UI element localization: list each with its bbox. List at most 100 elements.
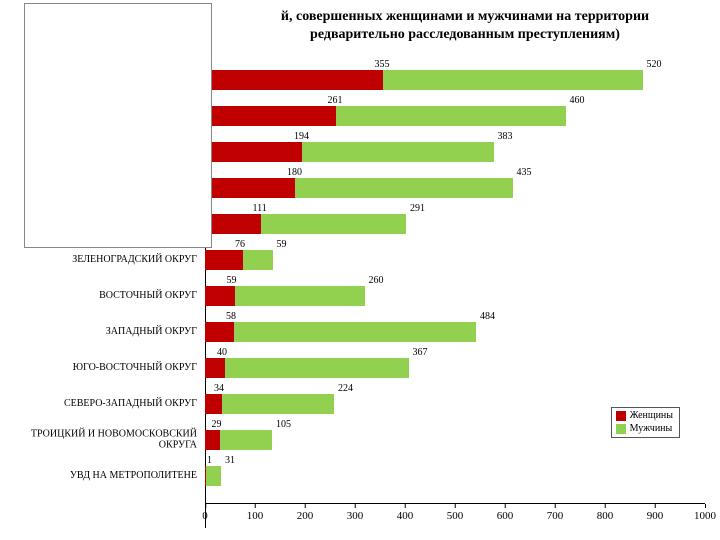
value-label-women: 180 xyxy=(287,167,302,178)
bar-row: 355 520 xyxy=(205,62,705,98)
legend-label: Мужчины xyxy=(630,423,673,436)
legend-item: Мужчины xyxy=(616,423,673,436)
value-label-men: 31 xyxy=(225,455,235,466)
bar-stack xyxy=(205,106,566,126)
x-tick: 700 xyxy=(547,510,564,522)
bar-row: 194 383 xyxy=(205,134,705,170)
bar-segment-women xyxy=(205,178,295,198)
category-row: ТРОИЦКИЙ И НОВОМОСКОВСКИЙ ОКРУГА xyxy=(0,422,205,458)
value-label-women: 40 xyxy=(217,347,227,358)
bar-segment-men xyxy=(243,250,273,270)
bar-segment-women xyxy=(205,106,336,126)
bar-segment-women xyxy=(205,286,235,306)
category-row: УВД НА МЕТРОПОЛИТЕНЕ xyxy=(0,458,205,494)
bar-row: 111 291 xyxy=(205,206,705,242)
bar-stack xyxy=(205,250,273,270)
x-tick: 100 xyxy=(247,510,264,522)
bar-stack xyxy=(205,70,643,90)
bar-stack xyxy=(205,142,494,162)
legend: ЖенщиныМужчины xyxy=(611,407,680,438)
value-label-women: 29 xyxy=(212,419,222,430)
title-line2: редварительно расследованным преступлени… xyxy=(310,27,620,42)
value-label-women: 58 xyxy=(226,311,236,322)
bar-segment-men xyxy=(234,322,476,342)
bar-stack xyxy=(205,214,406,234)
value-label-men: 520 xyxy=(647,59,662,70)
value-label-men: 367 xyxy=(413,347,428,358)
category-row: ЮГО-ВОСТОЧНЫЙ ОКРУГ xyxy=(0,350,205,386)
x-tick: 200 xyxy=(297,510,314,522)
foreground-empty-overlay xyxy=(24,3,212,248)
bar-segment-men xyxy=(220,430,273,450)
bar-stack xyxy=(205,394,334,414)
category-label: УВД НА МЕТРОПОЛИТЕНЕ xyxy=(0,471,197,482)
x-tick: 900 xyxy=(647,510,664,522)
value-label-men: 383 xyxy=(498,131,513,142)
bar-row: 1 31 xyxy=(205,458,705,494)
bar-row: 180 435 xyxy=(205,170,705,206)
bar-row: 58484 xyxy=(205,314,705,350)
value-label-men: 435 xyxy=(517,167,532,178)
bar-stack xyxy=(205,466,221,486)
category-label: ЗАПАДНЫЙ ОКРУГ xyxy=(0,327,197,338)
bar-row: 40 367 xyxy=(205,350,705,386)
value-label-women: 59 xyxy=(227,275,237,286)
bar-segment-women xyxy=(205,430,220,450)
bar-stack xyxy=(205,322,476,342)
bar-segment-men xyxy=(222,394,334,414)
bar-row: 261 460 xyxy=(205,98,705,134)
category-label: ЗЕЛЕНОГРАДСКИЙ ОКРУГ xyxy=(0,255,197,266)
value-label-women: 261 xyxy=(328,95,343,106)
legend-swatch xyxy=(616,411,626,421)
category-label: ТРОИЦКИЙ И НОВОМОСКОВСКИЙ ОКРУГА xyxy=(0,430,197,451)
bar-segment-men xyxy=(383,70,643,90)
bar-segment-women xyxy=(205,322,234,342)
chart-title: й, совершенных женщинами и мужчинами на … xyxy=(220,8,710,43)
value-label-women: 76 xyxy=(235,239,245,250)
value-label-women: 1 xyxy=(207,455,212,466)
plot-region: 01002003004005006007008009001000 3555202… xyxy=(205,58,705,528)
category-label: СЕВЕРО-ЗАПАДНЫЙ ОКРУГ xyxy=(0,399,197,410)
bar-stack xyxy=(205,178,513,198)
bar-segment-men xyxy=(235,286,365,306)
x-tick: 800 xyxy=(597,510,614,522)
bar-segment-men xyxy=(206,466,222,486)
bar-row: 76 59 xyxy=(205,242,705,278)
x-tick: 300 xyxy=(347,510,364,522)
value-label-men: 59 xyxy=(277,239,287,250)
category-row: ЗАПАДНЫЙ ОКРУГ xyxy=(0,314,205,350)
bar-stack xyxy=(205,430,272,450)
value-label-women: 355 xyxy=(375,59,390,70)
legend-swatch xyxy=(616,424,626,434)
x-tick: 400 xyxy=(397,510,414,522)
title-line1: й, совершенных женщинами и мужчинами на … xyxy=(281,9,649,24)
value-label-women: 34 xyxy=(214,383,224,394)
bar-segment-men xyxy=(295,178,513,198)
value-label-women: 194 xyxy=(294,131,309,142)
bar-segment-men xyxy=(261,214,407,234)
bar-segment-men xyxy=(336,106,566,126)
x-tick: 600 xyxy=(497,510,514,522)
category-row: ВОСТОЧНЫЙ ОКРУГ xyxy=(0,278,205,314)
bar-segment-women xyxy=(205,70,383,90)
category-row: СЕВЕРО-ЗАПАДНЫЙ ОКРУГ xyxy=(0,386,205,422)
value-label-men: 260 xyxy=(369,275,384,286)
value-label-men: 460 xyxy=(570,95,585,106)
bar-segment-women xyxy=(205,394,222,414)
bar-segment-women xyxy=(205,250,243,270)
bar-segment-women xyxy=(205,358,225,378)
x-tick: 1000 xyxy=(694,510,716,522)
bar-stack xyxy=(205,286,365,306)
bar-segment-men xyxy=(225,358,409,378)
category-label: ВОСТОЧНЫЙ ОКРУГ xyxy=(0,291,197,302)
bar-segment-women xyxy=(205,214,261,234)
legend-label: Женщины xyxy=(630,410,673,423)
value-label-women: 111 xyxy=(253,203,267,214)
legend-item: Женщины xyxy=(616,410,673,423)
category-label: ЮГО-ВОСТОЧНЫЙ ОКРУГ xyxy=(0,363,197,374)
bar-row: 59 260 xyxy=(205,278,705,314)
bar-segment-women xyxy=(205,142,302,162)
x-tick: 0 xyxy=(202,510,208,522)
value-label-men: 291 xyxy=(410,203,425,214)
value-label-men: 224 xyxy=(338,383,353,394)
